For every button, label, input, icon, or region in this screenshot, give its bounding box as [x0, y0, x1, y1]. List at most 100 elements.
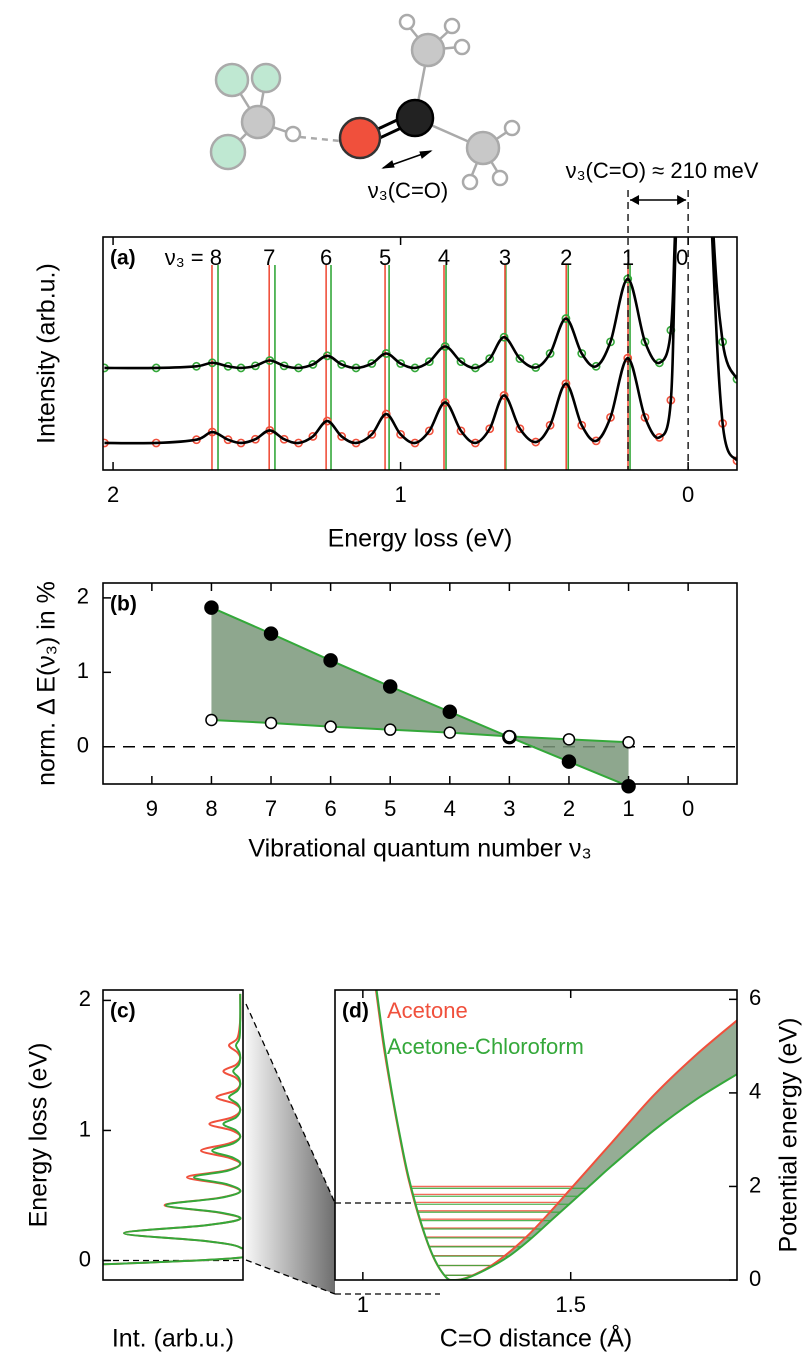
- plot-area: [103, 606, 737, 784]
- data-point: [264, 716, 278, 730]
- data-point: [424, 357, 434, 367]
- y-tick-label: 2: [79, 986, 91, 1011]
- level-label: 6: [320, 245, 332, 270]
- data-point: [263, 626, 279, 641]
- x-tick-label: 6: [324, 796, 336, 821]
- data-point: [308, 432, 318, 441]
- x-axis-title: C=O distance (Å): [440, 1323, 632, 1353]
- x-tick-label: 2: [563, 796, 575, 821]
- data-point: [708, 210, 715, 217]
- data-point: [322, 416, 332, 426]
- axes-frame: [102, 989, 244, 1281]
- data-point: [367, 359, 377, 368]
- data-point: [561, 754, 577, 769]
- vibration-label: ν₃(C=O): [368, 178, 448, 203]
- panel-label: (a): [110, 247, 136, 270]
- y-tick-label: 2: [77, 584, 89, 609]
- x-tick-label: 3: [503, 796, 515, 821]
- data-point: [732, 374, 737, 384]
- level-label: 3: [499, 245, 511, 270]
- data-point: [323, 653, 338, 668]
- level-label: 4: [438, 245, 450, 270]
- y-tick-label: 1: [77, 658, 89, 683]
- data-point: [456, 426, 466, 436]
- data-point: [577, 420, 587, 430]
- data-point: [545, 420, 555, 430]
- shaded-area: [211, 607, 629, 784]
- data-point: [577, 349, 587, 358]
- x-axis-title: Int. (arb.u.): [112, 1325, 234, 1353]
- level-label: 5: [379, 245, 391, 270]
- level-label: 1: [622, 245, 634, 270]
- y-axis-title: Intensity (arb.u.): [33, 263, 61, 444]
- data-point: [442, 704, 458, 720]
- data-point: [367, 429, 377, 439]
- y-tick-label: 6: [749, 985, 761, 1010]
- data-point: [382, 679, 398, 694]
- legend-entry: Acetone: [387, 998, 468, 1023]
- data-point: [673, 187, 680, 194]
- data-point: [561, 379, 571, 389]
- data-point: [545, 349, 555, 358]
- x-tick-label: 1: [357, 1292, 369, 1317]
- fit-line: [211, 718, 629, 744]
- data-point: [396, 429, 405, 439]
- data-point: [424, 426, 434, 436]
- data-point: [443, 726, 457, 739]
- x-tick-label: 0: [682, 482, 694, 507]
- data-point: [708, 187, 715, 194]
- data-point: [250, 434, 260, 444]
- x-tick-label: 0: [682, 796, 694, 821]
- curve: [374, 990, 737, 1280]
- y-tick-label: 0: [749, 1266, 761, 1291]
- y-tick-label: 4: [749, 1079, 761, 1104]
- data-point: [562, 733, 576, 746]
- fit-line: [211, 606, 626, 784]
- level-label: 2: [560, 245, 572, 270]
- curve: [103, 993, 243, 1266]
- y-axis-title: Potential energy (eV): [775, 1018, 803, 1253]
- axes-frame: [102, 236, 738, 471]
- data-point: [383, 723, 397, 736]
- data-point: [279, 434, 289, 444]
- level-label: 7: [263, 245, 275, 270]
- data-point: [503, 730, 516, 743]
- plot-area: [374, 990, 737, 1280]
- x-tick-label: 1: [622, 796, 634, 821]
- data-point: [515, 424, 525, 434]
- axes-frame: [334, 989, 738, 1281]
- x-axis-title: Energy loss (eV): [328, 525, 513, 553]
- data-point: [337, 432, 347, 441]
- curve: [104, 237, 737, 380]
- y-axis-title: norm. Δ E(ν₃) in %: [33, 581, 61, 786]
- data-point: [673, 210, 680, 217]
- data-point: [456, 357, 466, 367]
- level-label: ν₃ = 8: [165, 245, 222, 270]
- y-tick-label: 2: [749, 1172, 761, 1197]
- data-point: [324, 720, 337, 733]
- x-tick-label: 8: [205, 796, 217, 821]
- data-point: [622, 736, 635, 749]
- data-point: [732, 456, 737, 466]
- data-point: [381, 409, 391, 419]
- data-point: [515, 354, 525, 364]
- x-tick-label: 4: [444, 796, 456, 821]
- energy-annotation: ν₃(C=O) ≈ 210 meV: [566, 158, 759, 183]
- x-axis-title: Vibrational quantum number ν₃: [248, 835, 591, 863]
- data-point: [485, 354, 495, 364]
- data-point: [485, 424, 495, 434]
- data-point: [499, 332, 509, 342]
- data-point: [440, 398, 450, 407]
- plot-area: [103, 187, 737, 470]
- data-point: [440, 342, 450, 351]
- zoom-connector: [245, 1003, 440, 1295]
- legend-entry: Acetone-Chloroform: [387, 1034, 584, 1059]
- x-tick-label: 5: [384, 796, 396, 821]
- y-tick-label: 0: [79, 1246, 91, 1271]
- data-point: [499, 391, 509, 400]
- y-axis-title: Energy loss (eV): [25, 1043, 53, 1228]
- panel-label: (b): [110, 593, 137, 616]
- axes-frame: [102, 582, 738, 785]
